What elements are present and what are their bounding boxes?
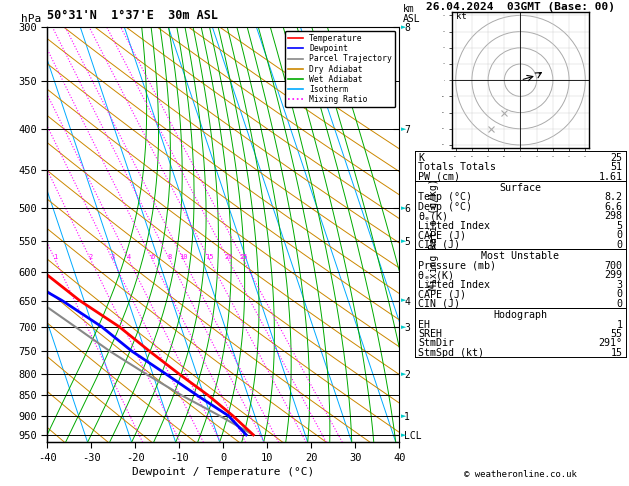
Text: Surface: Surface bbox=[499, 183, 542, 193]
Text: SREH: SREH bbox=[418, 329, 442, 339]
Text: 299: 299 bbox=[604, 270, 623, 280]
Text: hPa: hPa bbox=[21, 14, 41, 24]
Text: ►: ► bbox=[401, 125, 406, 132]
Text: 3: 3 bbox=[616, 280, 623, 290]
Text: ►: ► bbox=[401, 324, 406, 330]
Text: 15: 15 bbox=[206, 254, 214, 260]
Text: 1: 1 bbox=[53, 254, 57, 260]
Text: EH: EH bbox=[418, 320, 430, 330]
Text: CAPE (J): CAPE (J) bbox=[418, 289, 466, 299]
Text: Pressure (mb): Pressure (mb) bbox=[418, 261, 496, 271]
Text: 26.04.2024  03GMT (Base: 00): 26.04.2024 03GMT (Base: 00) bbox=[426, 2, 615, 13]
Text: Mixing Ratio (g/kg): Mixing Ratio (g/kg) bbox=[429, 179, 439, 290]
Text: 6: 6 bbox=[150, 254, 155, 260]
Text: StmSpd (kt): StmSpd (kt) bbox=[418, 348, 484, 358]
Text: 6.6: 6.6 bbox=[604, 202, 623, 212]
Text: K: K bbox=[418, 153, 425, 163]
Text: 0: 0 bbox=[616, 230, 623, 241]
Text: CAPE (J): CAPE (J) bbox=[418, 230, 466, 241]
Text: CIN (J): CIN (J) bbox=[418, 240, 460, 250]
Text: 1: 1 bbox=[616, 320, 623, 330]
Text: ►: ► bbox=[401, 24, 406, 30]
Text: Lifted Index: Lifted Index bbox=[418, 221, 490, 231]
Text: Most Unstable: Most Unstable bbox=[481, 251, 560, 261]
Text: 8: 8 bbox=[168, 254, 172, 260]
Text: ►: ► bbox=[401, 371, 406, 377]
Text: 10: 10 bbox=[179, 254, 188, 260]
Text: ►: ► bbox=[401, 205, 406, 210]
Text: 5: 5 bbox=[616, 221, 623, 231]
Text: Temp (°C): Temp (°C) bbox=[418, 192, 472, 203]
Text: Totals Totals: Totals Totals bbox=[418, 162, 496, 172]
Text: km
ASL: km ASL bbox=[403, 3, 420, 24]
Text: 25: 25 bbox=[611, 153, 623, 163]
Text: θₑ(K): θₑ(K) bbox=[418, 211, 448, 222]
Text: 298: 298 bbox=[604, 211, 623, 222]
Text: 15: 15 bbox=[611, 348, 623, 358]
Text: θₑ (K): θₑ (K) bbox=[418, 270, 454, 280]
Text: 25: 25 bbox=[240, 254, 248, 260]
Text: 20: 20 bbox=[225, 254, 233, 260]
Text: 0: 0 bbox=[616, 289, 623, 299]
Text: 4: 4 bbox=[127, 254, 131, 260]
Text: 2: 2 bbox=[89, 254, 93, 260]
Text: 291°: 291° bbox=[599, 339, 623, 348]
Text: 1.61: 1.61 bbox=[599, 172, 623, 182]
Text: 51: 51 bbox=[611, 162, 623, 172]
Text: 3: 3 bbox=[111, 254, 115, 260]
Text: kt: kt bbox=[455, 12, 467, 20]
Text: ►: ► bbox=[401, 238, 406, 244]
Text: 8.2: 8.2 bbox=[604, 192, 623, 203]
Legend: Temperature, Dewpoint, Parcel Trajectory, Dry Adiabat, Wet Adiabat, Isotherm, Mi: Temperature, Dewpoint, Parcel Trajectory… bbox=[285, 31, 396, 107]
Text: StmDir: StmDir bbox=[418, 339, 454, 348]
Text: ►: ► bbox=[401, 432, 406, 438]
Text: 700: 700 bbox=[604, 261, 623, 271]
Text: 0: 0 bbox=[616, 298, 623, 309]
Text: Hodograph: Hodograph bbox=[494, 310, 547, 320]
Text: PW (cm): PW (cm) bbox=[418, 172, 460, 182]
Text: 0: 0 bbox=[616, 240, 623, 250]
Text: CIN (J): CIN (J) bbox=[418, 298, 460, 309]
Text: Lifted Index: Lifted Index bbox=[418, 280, 490, 290]
Text: Dewp (°C): Dewp (°C) bbox=[418, 202, 472, 212]
Text: 55: 55 bbox=[611, 329, 623, 339]
Text: ►: ► bbox=[401, 297, 406, 304]
X-axis label: Dewpoint / Temperature (°C): Dewpoint / Temperature (°C) bbox=[132, 467, 314, 477]
Text: ►: ► bbox=[401, 413, 406, 419]
Text: 50°31'N  1°37'E  30m ASL: 50°31'N 1°37'E 30m ASL bbox=[47, 9, 218, 22]
Text: © weatheronline.co.uk: © weatheronline.co.uk bbox=[464, 469, 577, 479]
